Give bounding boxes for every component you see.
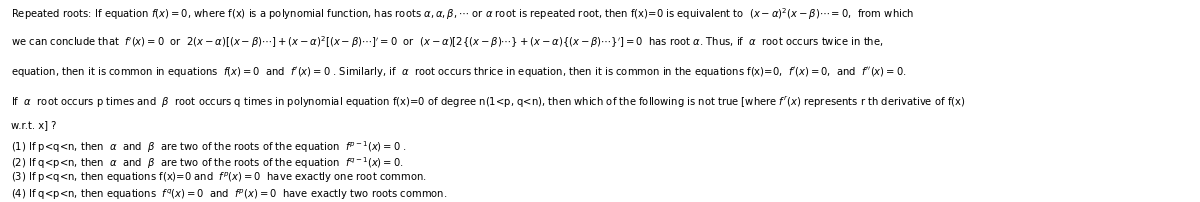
Text: (3) If p<q<n, then equations f(x)=0 and  $f^p(x) = 0$  have exactly one root com: (3) If p<q<n, then equations f(x)=0 and … (11, 170, 426, 185)
Text: If  $\alpha$  root occurs p times and  $\beta$  root occurs q times in polynomia: If $\alpha$ root occurs p times and $\be… (11, 95, 965, 109)
Text: (4) If q<p<n, then equations  $f^q(x) = 0$  and  $f^p(x) = 0$  have exactly two : (4) If q<p<n, then equations $f^q(x) = 0… (11, 188, 448, 202)
Text: equation, then it is common in equations  $f(x) = 0$  and  $f'(x) = 0$ . Similar: equation, then it is common in equations… (11, 65, 906, 79)
Text: Repeated roots: If equation $f(x) = 0$, where f(x) is a polynomial function, has: Repeated roots: If equation $f(x) = 0$, … (11, 6, 914, 22)
Text: we can conclude that  $f'(x) = 0$  or  $2(x-\alpha)[(x-\beta)\cdots] + (x-\alpha: we can conclude that $f'(x) = 0$ or $2(x… (11, 34, 883, 50)
Text: w.r.t. x] ?: w.r.t. x] ? (11, 120, 56, 130)
Text: (2) If q<p<n, then  $\alpha$  and  $\beta$  are two of the roots of the equation: (2) If q<p<n, then $\alpha$ and $\beta$ … (11, 155, 403, 171)
Text: (1) If p<q<n, then  $\alpha$  and  $\beta$  are two of the roots of the equation: (1) If p<q<n, then $\alpha$ and $\beta$ … (11, 139, 407, 155)
